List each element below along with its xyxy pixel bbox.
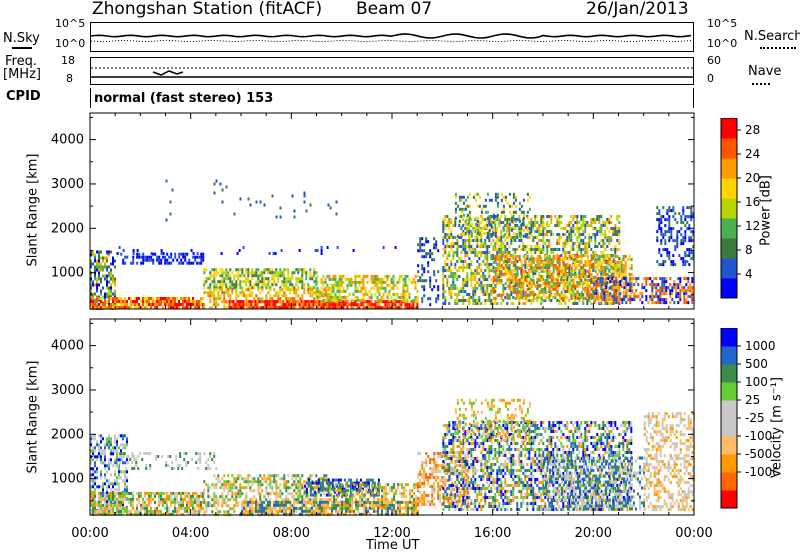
velocity-colorbar-label: Velocity [m s⁻¹]	[769, 377, 785, 478]
nsky-label: N.Sky	[3, 31, 40, 46]
freq-tick-top-left: 18	[61, 54, 75, 67]
colorbar-segment	[721, 258, 737, 279]
nsky-tick-top-right: 10^5	[707, 17, 738, 30]
colorbar-segment	[721, 198, 737, 219]
nsky-panel	[90, 22, 694, 52]
x-tick-label: 04:00	[172, 526, 209, 541]
colorbar-segment	[721, 418, 737, 437]
nsearch-label: N.Search	[744, 29, 800, 44]
freq-tick-top-right: 60	[707, 54, 721, 67]
nave-legend-line	[752, 83, 770, 85]
x-axis-ticks: 00:00 04:00 08:00 12:00 16:00 20:00 00:00	[71, 526, 712, 541]
freq-panel	[90, 57, 694, 85]
x-tick-label: 00:00	[675, 526, 712, 541]
colorbar-segment	[721, 490, 737, 509]
colorbar-segment	[721, 178, 737, 199]
colorbar-segment	[721, 364, 737, 383]
colorbar-segment	[721, 400, 737, 419]
beam-label: Beam 07	[356, 0, 433, 19]
colorbar-segment	[721, 454, 737, 473]
colorbar-tick-label: 8	[745, 243, 753, 257]
freq-trace	[91, 67, 693, 78]
y-tick-label: 4000	[51, 133, 84, 148]
colorbar-segment	[721, 346, 737, 365]
colorbar-tick-label: 24	[745, 147, 760, 161]
colorbar-tick-label: -1000	[745, 465, 776, 479]
y-tick-label: 1000	[51, 266, 84, 281]
colorbar-segment	[721, 118, 737, 139]
colorbar-tick-label: 4	[745, 267, 753, 281]
cpid-label: CPID	[6, 89, 41, 104]
x-tick-label: 08:00	[273, 526, 310, 541]
colorbar-segment	[721, 382, 737, 401]
x-axis-label: Time UT	[366, 538, 420, 553]
y-tick-label: 4000	[51, 339, 84, 354]
cpid-value: normal (fast stereo) 153	[94, 91, 274, 106]
colorbar-segment	[721, 158, 737, 179]
nsky-tick-bottom-left: 10^0	[55, 37, 86, 50]
colorbar-segment	[721, 218, 737, 239]
velocity-colorbar: 1000 500 100 25 -25 -100 -500 -1000	[720, 328, 776, 509]
colorbar-segment	[721, 238, 737, 259]
power-yticks: 1000 2000 3000 4000	[51, 133, 84, 281]
nsky-tick-bottom-right: 10^0	[707, 37, 738, 50]
power-colorbar: 4 8 12 16 20 24 28	[720, 118, 760, 299]
colorbar-tick-label: 1000	[745, 339, 776, 353]
colorbar-segment	[721, 472, 737, 491]
x-tick-label: 00:00	[71, 526, 108, 541]
station-title: Zhongshan Station (fitACF)	[92, 0, 323, 19]
colorbar-tick-label: -25	[745, 411, 765, 425]
date-label: 26/Jan/2013	[586, 0, 689, 19]
x-tick-label: 20:00	[575, 526, 612, 541]
x-tick-label: 16:00	[474, 526, 511, 541]
colorbar-segment	[721, 436, 737, 455]
freq-tick-bottom-right: 0	[707, 72, 714, 85]
y-tick-label: 3000	[51, 383, 84, 398]
y-tick-label: 3000	[51, 177, 84, 192]
y-tick-label: 2000	[51, 221, 84, 236]
colorbar-tick-label: 12	[745, 219, 760, 233]
velocity-yticks: 1000 2000 3000 4000	[51, 339, 84, 487]
y-tick-label: 2000	[51, 427, 84, 442]
colorbar-tick-label: 25	[745, 393, 760, 407]
nsky-tick-top-left: 10^5	[55, 17, 86, 30]
power-plot	[89, 112, 695, 310]
colorbar-tick-label: -100	[745, 429, 772, 443]
colorbar-tick-label: 100	[745, 375, 768, 389]
nave-label: Nave	[748, 64, 782, 79]
nsearch-legend-line	[760, 47, 796, 49]
colorbar-segment	[721, 328, 737, 347]
colorbar-tick-label: -500	[745, 447, 772, 461]
freq-unit: [MHz]	[3, 67, 41, 82]
colorbar-segment	[721, 278, 737, 299]
freq-tick-bottom-left: 8	[66, 72, 73, 85]
power-colorbar-label: Power [dB]	[758, 175, 774, 246]
colorbar-tick-label: 16	[745, 195, 760, 209]
cpid-panel	[90, 88, 694, 108]
freq-label: Freq.	[5, 54, 37, 69]
colorbar-tick-label: 28	[745, 123, 760, 137]
nsky-legend-line	[12, 47, 32, 49]
x-tick-label: 12:00	[373, 526, 410, 541]
colorbar-tick-label: 20	[745, 171, 760, 185]
nsky-trace	[91, 33, 692, 43]
colorbar-segment	[721, 138, 737, 159]
y-tick-label: 1000	[51, 472, 84, 487]
velocity-plot	[89, 318, 695, 517]
colorbar-tick-label: 500	[745, 357, 768, 371]
